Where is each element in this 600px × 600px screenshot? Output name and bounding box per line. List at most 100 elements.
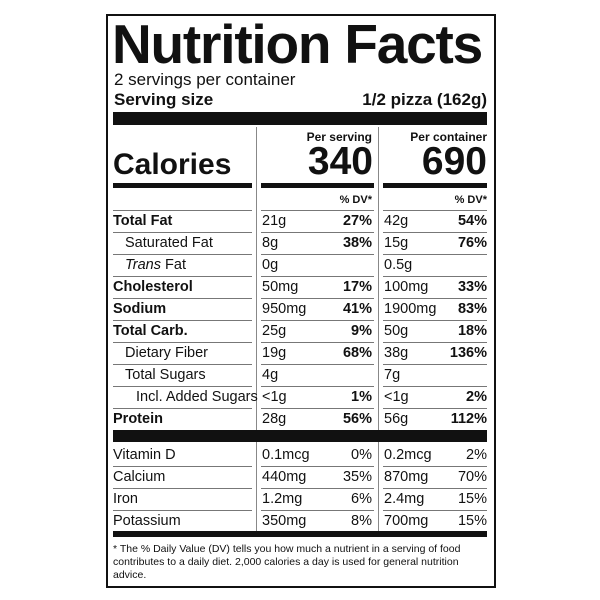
amount: 1.2mg [262, 491, 303, 507]
row-rule [261, 466, 374, 467]
row-rule [261, 276, 374, 277]
amount: <1g [384, 389, 409, 405]
amount: 15g [384, 235, 409, 251]
daily-value: 8% [351, 513, 372, 529]
row-rule [261, 510, 374, 511]
row-rule [113, 510, 252, 511]
calories-value: 340 [307, 140, 373, 183]
nutrient-name-text: Calcium [113, 469, 166, 485]
servings: 2 servings per container [114, 70, 296, 89]
column-header: Per serving [306, 130, 372, 144]
nutrient-name-text: Dietary Fiber [125, 345, 208, 361]
nutrient-name-text: Total Sugars [125, 367, 206, 383]
daily-value: 56% [342, 411, 372, 427]
serving-size: 1/2 pizza (162g) [362, 90, 487, 109]
row-rule [383, 232, 487, 233]
nutrient-name: Dietary Fiber [125, 345, 208, 361]
row-rule [383, 364, 487, 365]
nutrient-name: Vitamin D [113, 447, 176, 463]
daily-value: 15% [457, 513, 487, 529]
daily-value: 76% [457, 235, 487, 251]
row-rule [261, 488, 374, 489]
row-rule [261, 320, 374, 321]
thick-bar [113, 531, 487, 537]
amount: 28g [262, 411, 287, 427]
amount: 0g [262, 257, 279, 273]
row-rule [261, 254, 374, 255]
row-rule [113, 364, 252, 365]
amount: 38g [384, 345, 409, 361]
daily-value: 38% [342, 235, 372, 251]
row-rule [113, 276, 252, 277]
nutrient-name-text: Sodium [113, 301, 167, 317]
row-rule [383, 320, 487, 321]
amount: 42g [384, 213, 409, 229]
nutrient-name: Total Carb. [113, 323, 188, 339]
daily-value: 9% [351, 323, 372, 339]
amount: 700mg [384, 513, 429, 529]
row-rule [383, 342, 487, 343]
nutrient-name: Calcium [113, 469, 165, 485]
nutrient-name-text: Saturated Fat [125, 235, 213, 251]
amount: 50g [384, 323, 409, 339]
amount: 25g [262, 323, 287, 339]
row-rule [261, 342, 374, 343]
amount: 870mg [384, 469, 429, 485]
daily-value: 41% [342, 301, 372, 317]
daily-value: 2% [466, 447, 487, 463]
row-rule [383, 466, 487, 467]
row-rule [261, 386, 374, 387]
nutrient-name: Trans Fat [125, 257, 186, 273]
calories-label: Calories [113, 148, 232, 181]
nutrient-name: Incl. Added Sugars [136, 389, 258, 405]
nutrient-name-prefix: Trans [125, 257, 161, 273]
calories-bar [113, 183, 252, 188]
row-rule [383, 210, 487, 211]
daily-value: 136% [449, 345, 487, 361]
row-rule [383, 510, 487, 511]
nutrient-name: Total Fat [113, 213, 172, 229]
row-rule [261, 298, 374, 299]
thick-bar [113, 112, 487, 125]
daily-value: 27% [342, 213, 372, 229]
daily-value: 2% [466, 389, 487, 405]
amount: 50mg [262, 279, 299, 295]
nutrient-name: Iron [113, 491, 138, 507]
row-rule [113, 298, 252, 299]
calories-bar [261, 183, 374, 188]
daily-value: 0% [351, 447, 372, 463]
daily-value: 15% [457, 491, 487, 507]
row-rule [383, 488, 487, 489]
amount: 8g [262, 235, 279, 251]
nutrient-name: Cholesterol [113, 279, 193, 295]
daily-value: 54% [457, 213, 487, 229]
dv-header: % DV* [454, 194, 487, 206]
row-rule [113, 232, 252, 233]
nutrient-name-text: Total Carb. [113, 323, 188, 339]
amount: 950mg [262, 301, 307, 317]
row-rule [113, 408, 252, 409]
nutrient-name-text: Fat [165, 257, 186, 273]
daily-value: 1% [351, 389, 372, 405]
amount: 4g [262, 367, 279, 383]
amount: 2.4mg [384, 491, 425, 507]
calories-bar [383, 183, 487, 188]
nutrient-name-text: Iron [113, 491, 138, 507]
amount: 19g [262, 345, 287, 361]
row-rule [261, 408, 374, 409]
nutrient-name-text: Cholesterol [113, 279, 193, 295]
dv-header: % DV* [339, 194, 372, 206]
amount: 56g [384, 411, 409, 427]
title: Nutrition Facts [112, 13, 483, 75]
amount: 0.1mcg [262, 447, 310, 463]
daily-value: 112% [450, 411, 487, 427]
daily-value: 68% [342, 345, 372, 361]
row-rule [113, 254, 252, 255]
footnote: * The % Daily Value (DV) tells you how m… [113, 543, 461, 581]
row-rule [113, 342, 252, 343]
serving-size-label: Serving size [114, 90, 214, 109]
amount: 21g [262, 213, 287, 229]
row-rule [383, 276, 487, 277]
amount: 0.2mcg [384, 447, 432, 463]
